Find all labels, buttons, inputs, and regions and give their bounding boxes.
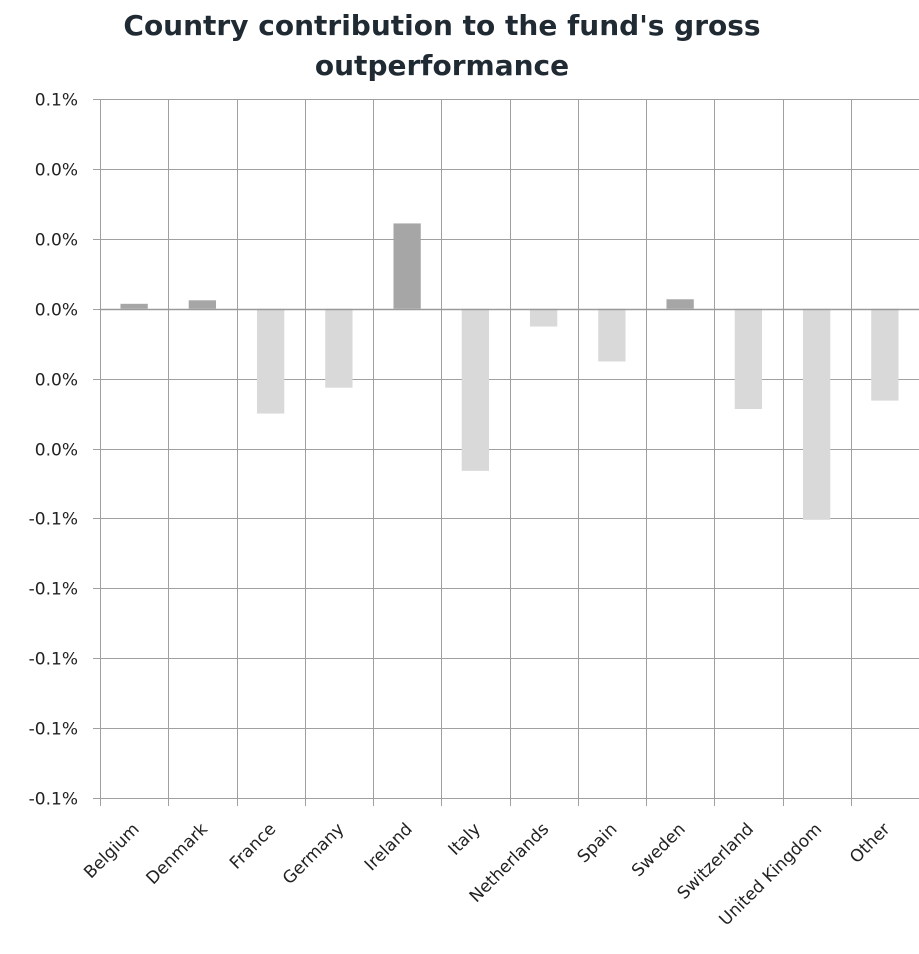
bar-ireland [393,223,421,309]
y-tick-label: 0.0% [35,161,78,181]
x-category-label: Spain [574,819,622,867]
bar-united-kingdom [802,308,831,520]
chart-title: Country contribution to the fund's gross… [0,6,884,86]
x-category-label: France [226,819,280,873]
y-tick-label: 0.0% [35,301,78,321]
chart-title-line-2: outperformance [314,49,570,82]
y-tick-label: -0.1% [29,510,78,530]
bar-germany [325,308,353,388]
bar-spain [598,308,626,362]
chart-title-line-1: Country contribution to the fund's gross [123,9,761,42]
y-tick-label: -0.1% [29,790,78,810]
bar-switzerland [734,308,763,410]
x-category-label: Germany [279,819,348,888]
x-category-label: Belgium [80,819,143,882]
y-tick-label: -0.1% [29,580,78,600]
y-tick-label: -0.1% [29,650,78,670]
x-category-label: Other [846,819,894,867]
y-tick-label: -0.1% [29,720,78,740]
bar-sweden [666,299,694,309]
bar-netherlands [529,308,558,327]
bar-france [256,308,285,414]
y-tick-label: 0.0% [35,441,78,461]
bar-italy [461,308,490,471]
x-category-label: Italy [445,819,485,859]
grid-layer [93,99,919,806]
bar-other [871,308,899,401]
y-tick-label: 0.0% [35,371,78,391]
label-layer: 0.1% 0.0% 0.0% 0.0% 0.0% 0.0% -0.1% -0.1% -0.1% -… [29,91,895,931]
x-category-label: Sweden [628,819,690,881]
y-tick-label: 0.1% [35,91,78,111]
x-category-label: Denmark [143,819,213,889]
x-category-label: Ireland [361,819,417,875]
y-tick-label: 0.0% [35,231,78,251]
bar-layer [120,223,899,520]
bar-denmark [188,300,217,309]
bar-belgium [120,303,148,309]
